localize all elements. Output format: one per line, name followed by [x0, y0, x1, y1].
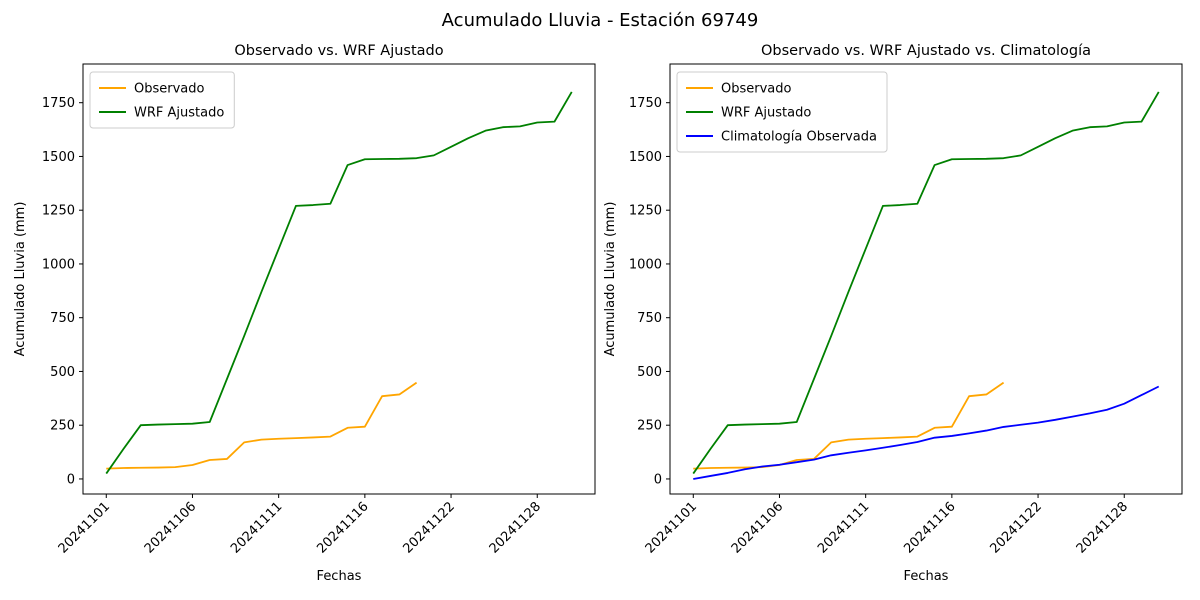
legend-label-wrf-ajustado: WRF Ajustado [721, 106, 811, 121]
y-tick-label: 1750 [629, 96, 662, 111]
legend-label-wrf-ajustado: WRF Ajustado [134, 106, 224, 121]
y-tick-label: 1250 [42, 204, 75, 219]
series-wrf-ajustado [105, 91, 573, 475]
axes-frame [82, 63, 596, 495]
figure-suptitle: Acumulado Lluvia - Estación 69749 [441, 10, 759, 31]
x-tick-label: 20241101 [56, 499, 113, 556]
y-axis: 0 250 500 750 1000 1250 1500 1750 [629, 96, 670, 487]
axes-frame [669, 63, 1183, 495]
y-axis: 0 250 500 750 1000 1250 1500 1750 [42, 96, 83, 487]
x-axis-label: Fechas [904, 569, 949, 584]
x-tick-label: 20241122 [400, 499, 457, 556]
x-tick-label: 20241116 [314, 499, 371, 556]
x-axis: 20241101 20241106 20241111 20241116 20241122… [643, 494, 1131, 557]
y-tick-label: 1500 [629, 150, 662, 165]
x-axis-label: Fechas [317, 569, 362, 584]
y-tick-label: 500 [637, 365, 662, 380]
y-tick-label: 250 [637, 419, 662, 434]
x-tick-label: 20241128 [1074, 499, 1131, 556]
x-axis: 20241101 20241106 20241111 20241116 20241122… [56, 494, 544, 557]
y-tick-label: 750 [637, 311, 662, 326]
series-observado [693, 381, 1005, 470]
series-observado [106, 381, 418, 470]
legend: Observado WRF Ajustado Climatología Observ… [676, 71, 888, 153]
x-tick-label: 20241101 [643, 499, 700, 556]
left-chart: Observado vs. WRF Ajustado 0 250 500 750 1000… [13, 43, 596, 584]
chart-title: Observado vs. WRF Ajustado vs. Climatolo… [761, 43, 1091, 59]
y-tick-label: 1250 [629, 204, 662, 219]
y-tick-label: 750 [50, 311, 75, 326]
y-tick-label: 1750 [42, 96, 75, 111]
y-tick-label: 0 [654, 472, 662, 487]
x-tick-label: 20241122 [987, 499, 1044, 556]
x-tick-label: 20241111 [815, 499, 872, 556]
y-tick-label: 250 [50, 419, 75, 434]
legend-label-observado: Observado [721, 82, 792, 97]
legend-label-observado: Observado [134, 82, 205, 97]
chart-title: Observado vs. WRF Ajustado [234, 43, 443, 59]
y-axis-label: Acumulado Lluvia (mm) [603, 202, 618, 357]
series-climatologia-observada [693, 385, 1160, 480]
legend-box [89, 71, 235, 129]
x-tick-label: 20241116 [901, 499, 958, 556]
y-axis-label: Acumulado Lluvia (mm) [13, 202, 28, 357]
y-tick-label: 1000 [629, 257, 662, 272]
legend-label-climatologia-observada: Climatología Observada [721, 130, 877, 145]
x-tick-label: 20241106 [142, 499, 199, 556]
y-tick-label: 0 [67, 472, 75, 487]
x-tick-label: 20241106 [729, 499, 786, 556]
y-tick-label: 1000 [42, 257, 75, 272]
y-tick-label: 500 [50, 365, 75, 380]
series-wrf-ajustado [692, 91, 1160, 475]
legend-box [676, 71, 888, 153]
legend: Observado WRF Ajustado [89, 71, 235, 129]
right-chart: Observado vs. WRF Ajustado vs. Climatolo… [603, 43, 1183, 584]
x-tick-label: 20241128 [487, 499, 544, 556]
y-tick-label: 1500 [42, 150, 75, 165]
x-tick-label: 20241111 [228, 499, 285, 556]
